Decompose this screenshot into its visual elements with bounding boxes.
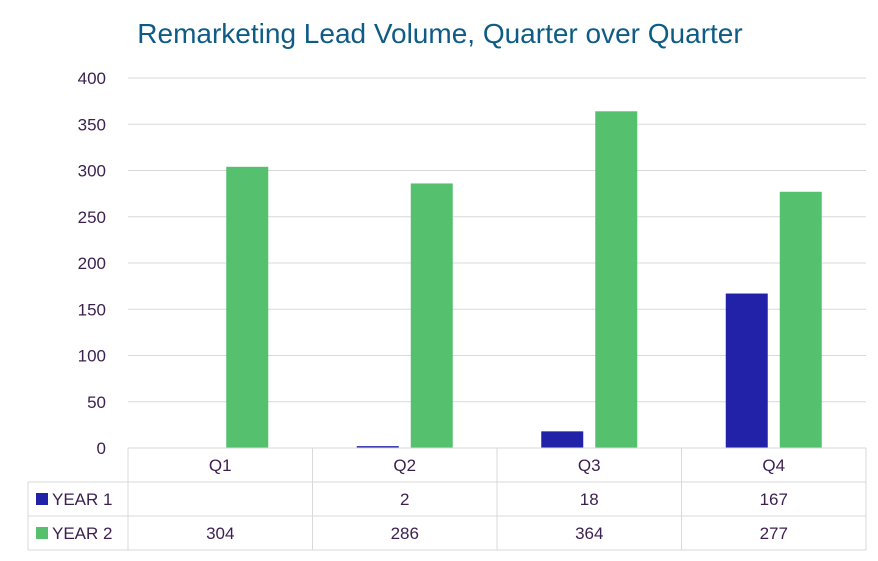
data-label: 304 (206, 524, 234, 543)
data-label: 277 (760, 524, 788, 543)
bar-year-2-q4 (779, 191, 822, 448)
legend-label: YEAR 1 (52, 490, 112, 509)
y-axis: 0 50 100 150 200 250 300 350 400 (78, 69, 106, 458)
data-label: 364 (575, 524, 603, 543)
bar-year-2-q3 (595, 111, 638, 449)
data-label: 18 (580, 490, 599, 509)
y-tick-label: 250 (78, 208, 106, 227)
y-tick-label: 150 (78, 300, 106, 319)
y-tick-label: 200 (78, 254, 106, 273)
y-tick-label: 100 (78, 347, 106, 366)
data-table: Q1 Q2 Q3 Q4 YEAR 1 2 18 167 YEAR 2 304 286 364 277 (27, 447, 867, 551)
bars (226, 111, 822, 449)
chart-title: Remarketing Lead Volume, Quarter over Qu… (137, 18, 742, 49)
x-tick-label: Q2 (393, 456, 416, 475)
bar-year-2-q2 (410, 183, 453, 448)
x-tick-label: Q3 (578, 456, 601, 475)
y-tick-label: 300 (78, 162, 106, 181)
y-tick-label: 50 (87, 393, 106, 412)
x-tick-label: Q1 (209, 456, 232, 475)
y-tick-label: 0 (97, 439, 106, 458)
bar-year-1-q3 (541, 431, 584, 448)
data-label: 167 (760, 490, 788, 509)
data-label: 2 (400, 490, 409, 509)
bar-year-1-q4 (725, 293, 768, 448)
bar-year-1-q2 (356, 446, 399, 448)
bar-year-2-q1 (226, 166, 269, 449)
legend-label: YEAR 2 (52, 524, 112, 543)
data-label: 286 (391, 524, 419, 543)
legend-swatch (36, 493, 48, 505)
y-tick-label: 400 (78, 69, 106, 88)
legend-swatch (36, 527, 48, 539)
y-tick-label: 350 (78, 115, 106, 134)
x-tick-label: Q4 (762, 456, 785, 475)
